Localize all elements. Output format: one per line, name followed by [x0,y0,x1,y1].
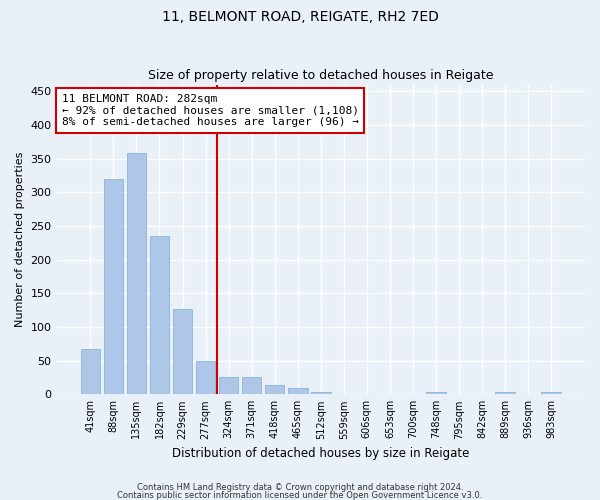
Bar [496,392,515,394]
Text: 11 BELMONT ROAD: 282sqm
← 92% of detached houses are smaller (1,108)
8% of semi-: 11 BELMONT ROAD: 282sqm ← 92% of detache… [62,94,359,127]
Bar [288,388,308,394]
Bar [80,349,100,395]
Bar [311,392,331,394]
Bar [219,378,238,394]
Bar [541,392,561,394]
Bar [242,378,262,394]
Title: Size of property relative to detached houses in Reigate: Size of property relative to detached ho… [148,69,494,82]
Bar [173,309,193,394]
Bar [127,153,146,394]
Bar [426,392,446,394]
Text: 11, BELMONT ROAD, REIGATE, RH2 7ED: 11, BELMONT ROAD, REIGATE, RH2 7ED [161,10,439,24]
Bar [149,236,169,394]
Y-axis label: Number of detached properties: Number of detached properties [15,152,25,327]
Text: Contains public sector information licensed under the Open Government Licence v3: Contains public sector information licen… [118,490,482,500]
Bar [104,179,123,394]
Text: Contains HM Land Registry data © Crown copyright and database right 2024.: Contains HM Land Registry data © Crown c… [137,484,463,492]
X-axis label: Distribution of detached houses by size in Reigate: Distribution of detached houses by size … [172,447,469,460]
Bar [265,385,284,394]
Bar [196,360,215,394]
